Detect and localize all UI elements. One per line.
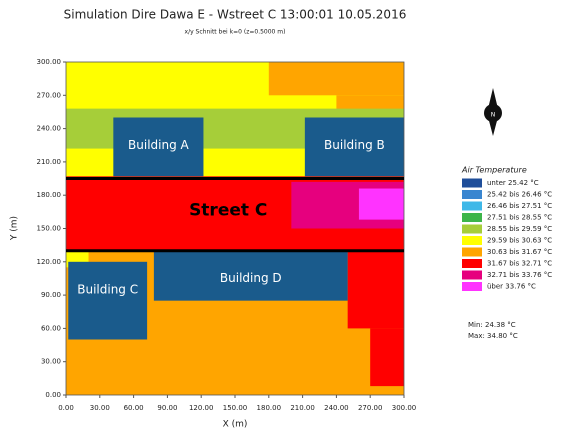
y-tick-label: 60.00 xyxy=(41,324,61,332)
legend-swatch xyxy=(462,190,482,199)
x-tick-label: 300.00 xyxy=(392,404,417,412)
building xyxy=(304,117,404,177)
y-tick-label: 180.00 xyxy=(37,191,62,199)
legend-label: 32.71 bis 33.76 °C xyxy=(487,271,552,279)
legend-label: unter 25.42 °C xyxy=(487,179,539,187)
heat-cell xyxy=(358,188,404,220)
y-tick-label: 150.00 xyxy=(37,225,62,233)
legend-title: Air Temperature xyxy=(461,166,527,175)
x-tick-label: 90.00 xyxy=(157,404,177,412)
chart-subtitle: x/y Schnitt bei k=0 (z=0.5000 m) xyxy=(185,29,286,36)
x-tick-label: 0.00 xyxy=(58,404,74,412)
min-text: Min: 24.38 °C xyxy=(468,321,516,329)
legend-swatch xyxy=(462,282,482,291)
x-tick-label: 30.00 xyxy=(90,404,110,412)
y-axis-label: Y (m) xyxy=(10,216,20,241)
x-tick-label: 210.00 xyxy=(290,404,315,412)
legend-swatch xyxy=(462,247,482,257)
legend-label: 29.59 bis 30.63 °C xyxy=(487,237,552,245)
chart-title: Simulation Dire Dawa E - Wstreet C 13:00… xyxy=(64,8,407,22)
y-tick-label: 90.00 xyxy=(41,291,61,299)
x-tick-label: 270.00 xyxy=(358,404,383,412)
x-tick-label: 150.00 xyxy=(223,404,248,412)
building-label: Building A xyxy=(128,138,189,152)
y-tick-label: 120.00 xyxy=(37,258,62,266)
x-tick-label: 60.00 xyxy=(124,404,144,412)
building-label: Building C xyxy=(77,282,138,296)
y-tick-label: 240.00 xyxy=(37,125,62,133)
legend-label: 30.63 bis 31.67 °C xyxy=(487,248,552,256)
y-tick-label: 210.00 xyxy=(37,158,62,166)
y-tick-label: 300.00 xyxy=(37,58,62,66)
y-tick-label: 270.00 xyxy=(37,91,62,99)
building-label: Building B xyxy=(324,138,385,152)
x-axis-label: X (m) xyxy=(223,420,248,430)
legend-label: 31.67 bis 32.71 °C xyxy=(487,260,552,268)
legend-swatch xyxy=(462,213,482,222)
building-label: Building D xyxy=(220,271,282,285)
legend-swatch xyxy=(462,259,482,268)
building xyxy=(68,261,148,340)
building xyxy=(113,117,204,177)
x-tick-label: 120.00 xyxy=(189,404,214,412)
legend-swatch xyxy=(462,201,482,211)
legend-label: 27.51 bis 28.55 °C xyxy=(487,214,552,222)
x-tick-label: 240.00 xyxy=(324,404,349,412)
north-arrow: N xyxy=(484,88,502,136)
legend-label: über 33.76 °C xyxy=(487,283,536,291)
heat-cell xyxy=(370,328,404,387)
legend-swatch xyxy=(462,270,482,280)
max-text: Max: 34.80 °C xyxy=(468,332,518,340)
legend-label: 26.46 bis 27.51 °C xyxy=(487,202,552,210)
heat-cell xyxy=(268,62,404,96)
y-tick-label: 0.00 xyxy=(45,391,61,399)
north-label: N xyxy=(491,112,496,119)
legend-swatch xyxy=(462,178,482,188)
y-tick-label: 30.00 xyxy=(41,358,61,366)
heat-cell xyxy=(347,250,404,329)
building xyxy=(153,250,348,301)
legend-label: 28.55 bis 29.59 °C xyxy=(487,225,552,233)
legend-label: 25.42 bis 26.46 °C xyxy=(487,191,552,199)
street-annotation: Street C xyxy=(189,201,267,221)
x-tick-label: 180.00 xyxy=(257,404,282,412)
legend-swatch xyxy=(462,224,482,234)
legend-swatch xyxy=(462,236,482,245)
